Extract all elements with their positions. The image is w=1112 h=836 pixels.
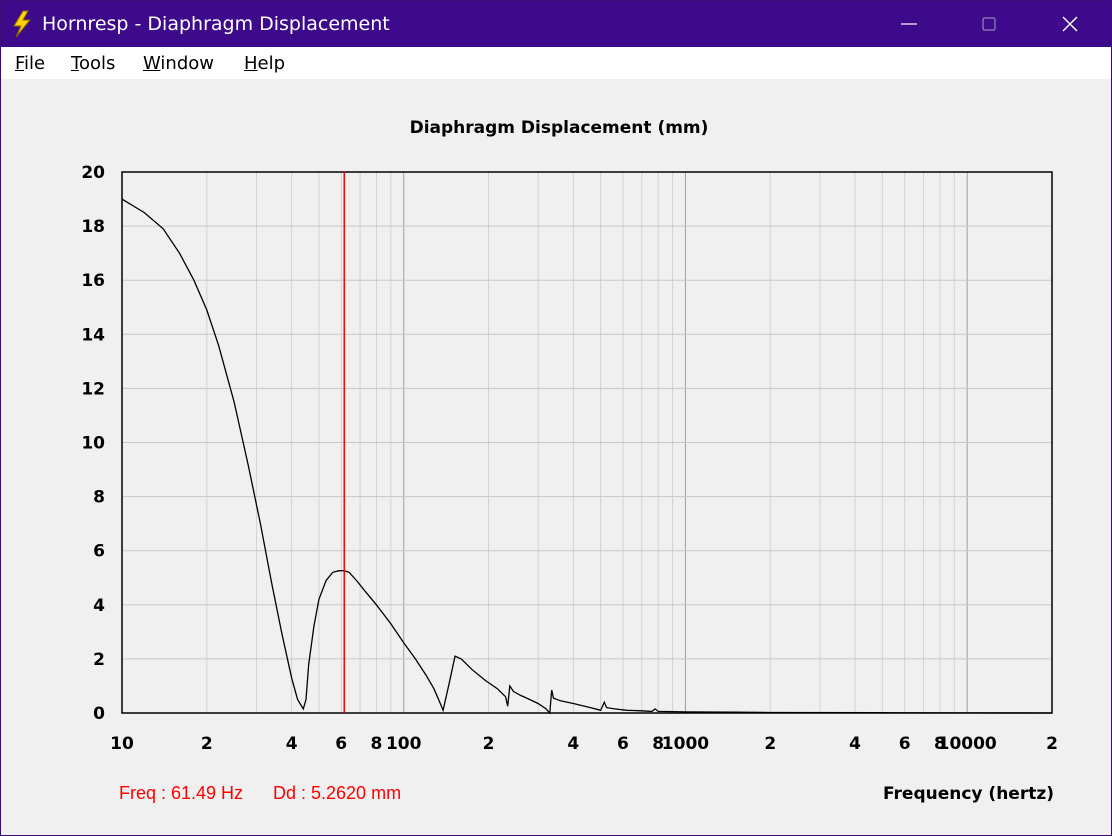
- frequency-readout: Freq : 61.49 Hz: [119, 783, 243, 803]
- chart-title: Diaphragm Displacement (mm): [410, 118, 709, 138]
- displacement-curve: [121, 198, 1053, 715]
- maximize-button[interactable]: [949, 1, 1029, 47]
- menu-file-label: File: [15, 53, 46, 74]
- y-tick-label: 20: [81, 163, 105, 183]
- y-tick-label: 2: [93, 650, 105, 670]
- y-tick-label: 16: [81, 271, 105, 291]
- x-tick-label: 6: [335, 734, 347, 754]
- x-tick-label: 4: [567, 734, 579, 754]
- x-tick-label: 1000: [662, 734, 709, 754]
- x-tick-label: 10000: [938, 734, 997, 754]
- close-icon: [1062, 16, 1078, 32]
- title-bar[interactable]: Hornresp - Diaphragm Displacement: [1, 1, 1111, 47]
- maximize-icon: [982, 17, 996, 31]
- menu-tools[interactable]: Tools: [71, 53, 115, 74]
- menu-bar: File Tools Window Help: [1, 47, 1111, 79]
- x-tick-label: 2: [1046, 734, 1058, 754]
- y-tick-label: 4: [93, 596, 105, 616]
- y-tick-label: 18: [81, 217, 105, 237]
- menu-window-label: Window: [143, 53, 214, 74]
- menu-help-label: Help: [244, 53, 286, 74]
- x-tick-label: 4: [286, 734, 298, 754]
- menu-window[interactable]: Window: [143, 53, 214, 74]
- x-tick-label: 8: [934, 734, 946, 754]
- window-title: Hornresp - Diaphragm Displacement: [42, 13, 390, 35]
- chart-grid: [122, 172, 1052, 713]
- close-button[interactable]: [1031, 1, 1111, 47]
- x-tick-label: 2: [483, 734, 495, 754]
- minimize-icon: [901, 23, 917, 25]
- lightning-icon: [13, 10, 32, 38]
- x-tick-label: 100: [386, 734, 422, 754]
- y-tick-label: 12: [81, 379, 105, 399]
- x-tick-label: 8: [371, 734, 383, 754]
- menu-tools-label: Tools: [71, 53, 116, 74]
- y-tick-label: 6: [93, 542, 105, 562]
- y-tick-label: 14: [81, 325, 105, 345]
- y-tick-label: 0: [93, 704, 105, 724]
- y-tick-label: 10: [81, 434, 105, 454]
- y-tick-label: 8: [93, 488, 105, 508]
- displacement-readout: Dd : 5.2620 mm: [273, 783, 401, 803]
- plot-frame: [121, 171, 1053, 714]
- x-tick-label: 6: [899, 734, 911, 754]
- x-axis-label: Frequency (hertz): [883, 784, 1054, 804]
- x-tick-label: 2: [201, 734, 213, 754]
- menu-help[interactable]: Help: [244, 53, 285, 74]
- x-tick-label: 10: [110, 734, 134, 754]
- x-tick-label: 8: [652, 734, 664, 754]
- x-tick-label: 4: [849, 734, 861, 754]
- minimize-button[interactable]: [869, 1, 949, 47]
- menu-file[interactable]: File: [15, 53, 45, 74]
- x-tick-label: 6: [617, 734, 629, 754]
- y-tick-labels: 0 2 4 6 8 10 12 14 16 18 20: [81, 163, 105, 724]
- x-tick-label: 2: [764, 734, 776, 754]
